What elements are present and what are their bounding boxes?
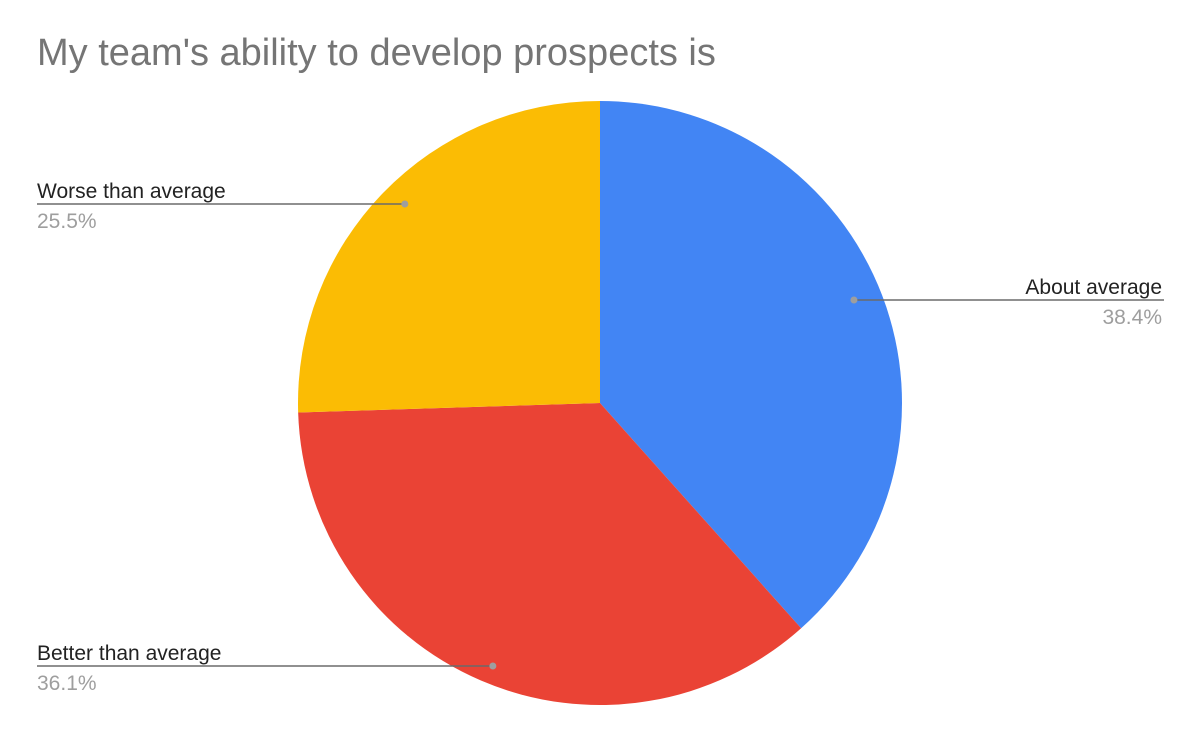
leader-dot [489,662,497,670]
pie-slice-about-average [600,101,902,629]
slice-label: Worse than average [37,180,226,203]
pie-slice-better-than-average [298,403,802,705]
slice-percent-label: 38.4% [1102,306,1162,329]
leader-dot [401,200,409,208]
pie-slice-worse-than-average [298,101,600,413]
slice-percent-label: 36.1% [37,672,97,695]
slice-percent-label: 25.5% [37,210,97,233]
pie-slices [298,101,902,705]
slice-label: Better than average [37,642,221,665]
chart-title: My team's ability to develop prospects i… [37,32,716,74]
leader-dot [850,296,858,304]
slice-label: About average [1025,276,1162,299]
slice-labels: About average 38.4% Better than average 36.… [37,180,1164,695]
